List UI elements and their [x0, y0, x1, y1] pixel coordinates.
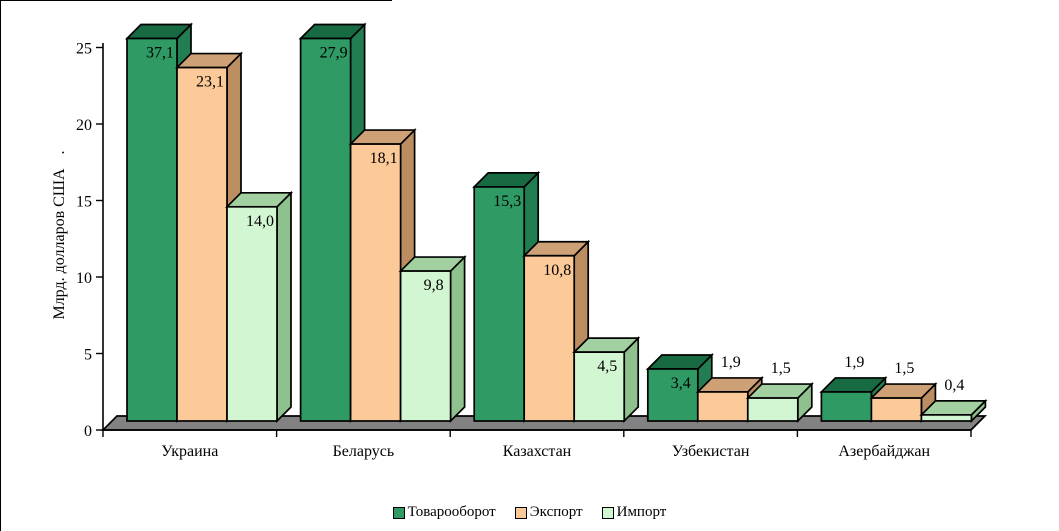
bar-front-Экспорт-Узбекистан [696, 391, 749, 422]
value-label: 1,9 [844, 354, 864, 371]
value-label: 9,8 [424, 277, 444, 294]
bar-front-Импорт-Казахстан [573, 351, 626, 422]
bar-front-Импорт-Узбекистан [746, 397, 799, 422]
y-axis-title: Млрд. долларов США. [51, 150, 68, 319]
value-label: 23,1 [196, 74, 224, 91]
legend-item-3: Импорт [601, 504, 667, 520]
value-label: 27,9 [320, 45, 348, 62]
legend-item-2: Экспорт [514, 504, 583, 520]
value-label: 4,5 [597, 358, 617, 375]
bar-front-Товарооборот-Казахстан [473, 186, 526, 422]
category-label: Казахстан [503, 443, 572, 460]
legend-marker-icon [601, 506, 614, 519]
legend-label: Импорт [616, 504, 667, 520]
category-label: Украина [161, 443, 218, 460]
bar-side-Импорт-Беларусь [449, 255, 466, 424]
value-label: 1,5 [771, 360, 791, 377]
legend-item-1: Товарооборот [392, 504, 496, 520]
bar-front-Импорт-Азербайджан [920, 414, 973, 422]
bar-front-Импорт-Беларусь [399, 270, 452, 422]
value-label: 10,8 [543, 262, 571, 279]
bar-front-Товарооборот-Украина [126, 37, 178, 422]
value-label: 15,3 [493, 193, 521, 210]
legend-label: Экспорт [529, 504, 583, 520]
value-label: 37,1 [146, 45, 174, 62]
y-tick-label: 10 [76, 270, 92, 287]
bar-front-Экспорт-Казахстан [523, 254, 576, 422]
crop-border-left-line [0, 0, 1, 531]
value-label: 1,5 [894, 360, 914, 377]
value-label: 1,9 [721, 354, 741, 371]
y-tick-label: 25 [76, 41, 92, 58]
category-label: Азербайджан [838, 443, 930, 460]
bar-front-Экспорт-Беларусь [349, 143, 402, 422]
y-tick-label: 20 [76, 117, 92, 134]
value-label: 14,0 [246, 213, 274, 230]
value-label: 3,4 [671, 375, 691, 392]
legend-label: Товарооборот [407, 504, 496, 520]
value-label: 18,1 [370, 150, 398, 167]
crop-border-top-line [0, 0, 392, 1]
bar-front-Импорт-Украина [226, 205, 278, 422]
y-tick-label: 0 [84, 423, 92, 440]
y-tick-label: 15 [76, 194, 92, 211]
y-tick-label: 5 [84, 347, 92, 364]
legend-marker-icon [514, 506, 527, 519]
category-label: Беларусь [333, 443, 395, 460]
bar-front-Экспорт-Украина [176, 66, 228, 422]
bar-front-Товарооборот-Азербайджан [820, 391, 873, 422]
legend-marker-icon [392, 506, 405, 519]
bar-side-Импорт-Украина [276, 190, 292, 424]
legend: Товарооборот Экспорт Импорт [0, 505, 1059, 520]
bar-front-Товарооборот-Беларусь [299, 37, 352, 422]
bar-front-Экспорт-Азербайджан [870, 397, 923, 422]
category-label: Узбекистан [672, 443, 750, 460]
value-label: 0,4 [944, 377, 964, 394]
